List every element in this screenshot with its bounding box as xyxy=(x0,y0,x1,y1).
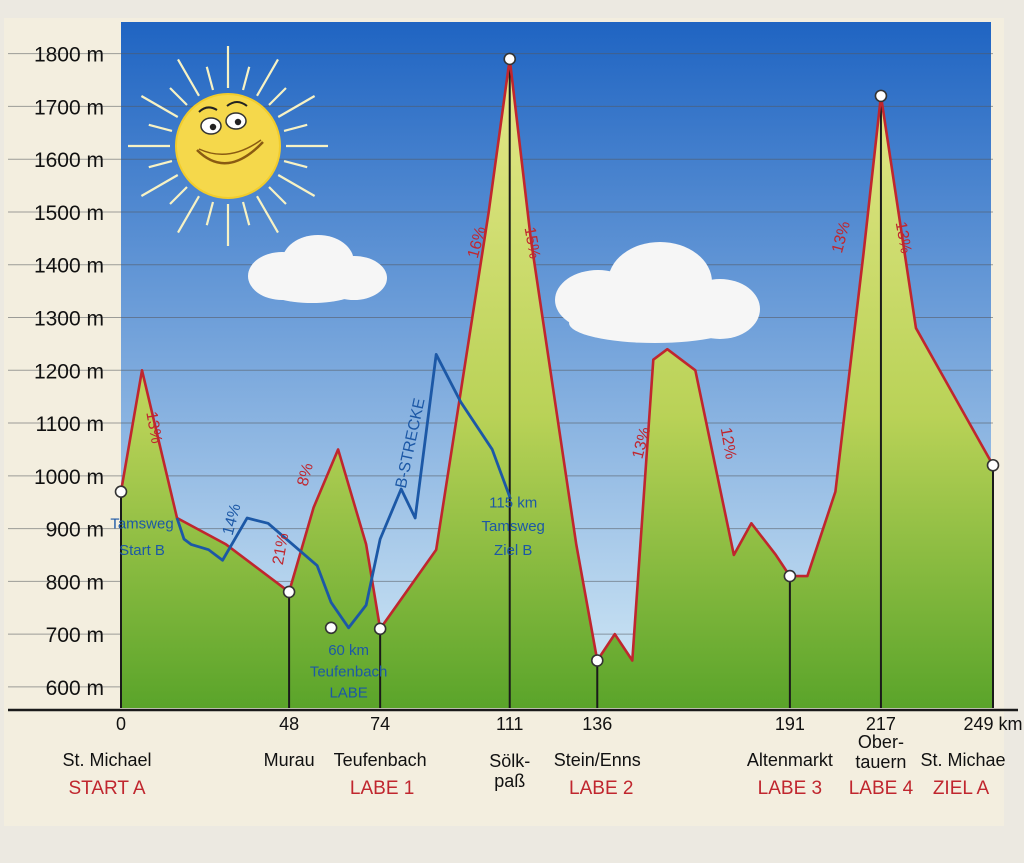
y-tick-label: 1200 m xyxy=(34,360,104,383)
annotation-label: 115 km xyxy=(489,494,537,511)
sun-ray xyxy=(283,159,308,169)
y-tick-label: 1300 m xyxy=(34,308,104,331)
stage-label: START A xyxy=(68,778,145,799)
annotation-label: 12% xyxy=(717,426,739,460)
location-markers xyxy=(114,52,1000,667)
sun-ray xyxy=(268,87,287,106)
sun-ray xyxy=(177,195,200,234)
location-marker xyxy=(590,654,604,667)
annotation-label: Teufenbach xyxy=(310,663,388,680)
location-marker xyxy=(874,89,888,103)
annotation-label: 60 km xyxy=(328,642,369,659)
location-marker xyxy=(114,485,128,498)
x-axis-tick-labels: 0 48 74 111 136 191 217 249 km xyxy=(116,714,1023,734)
x-tick-label: 217 xyxy=(866,714,896,734)
elevation-line-route-a xyxy=(119,57,995,662)
annotation-label: 8% xyxy=(295,461,317,488)
place-name-line2: paß xyxy=(494,771,525,791)
cloud-left-icon xyxy=(248,235,387,303)
x-tick-label: 74 xyxy=(370,714,390,734)
sun-ray xyxy=(177,58,200,97)
location-marker xyxy=(373,622,387,636)
route-b-marker xyxy=(324,621,338,635)
sun-ray xyxy=(268,186,287,205)
sun-ray xyxy=(148,123,173,133)
x-tick-label: 111 xyxy=(496,714,523,734)
place-name: Altenmarkt xyxy=(747,750,833,770)
sun-ray xyxy=(140,95,179,118)
location-marker xyxy=(783,569,797,583)
place-name: Murau xyxy=(264,750,315,770)
sun-ray xyxy=(169,87,188,106)
stage-label: LABE 3 xyxy=(758,778,822,799)
annotation-label: Ziel B xyxy=(494,542,532,559)
place-labels: St. Michael START A Murau Teufenbach LABE 1 S… xyxy=(62,732,1005,799)
route-b-line xyxy=(175,353,512,630)
place-name: Sölk- xyxy=(489,751,530,771)
x-tick-label: 0 xyxy=(116,714,126,734)
sun-ray xyxy=(277,174,316,197)
stage-label: LABE 1 xyxy=(350,778,414,799)
place-name: St. Michae xyxy=(920,750,1005,770)
place-name: Stein/Enns xyxy=(554,750,641,770)
sun-ray xyxy=(140,174,179,197)
y-axis-tick-labels: 600 m 700 m 800 m 900 m 1000 m 1100 m 1200 m 13… xyxy=(34,44,104,700)
location-stems xyxy=(120,58,994,708)
place-name-line2: tauern xyxy=(855,752,906,772)
x-tick-label: 191 xyxy=(775,714,805,734)
sun-ray xyxy=(205,66,215,91)
cloud-right-icon xyxy=(555,242,760,343)
sun-ray xyxy=(148,159,173,169)
y-tick-label: 800 m xyxy=(46,571,104,594)
annotation-label: LABE xyxy=(329,684,367,701)
y-tick-label: 900 m xyxy=(46,519,104,542)
y-tick-label: 1000 m xyxy=(34,466,104,489)
annotation-label: 13% xyxy=(892,220,914,254)
y-tick-label: 1100 m xyxy=(36,413,105,436)
y-tick-label: 700 m xyxy=(46,624,104,647)
stage-label: LABE 4 xyxy=(849,778,914,799)
location-marker xyxy=(986,458,1000,472)
sun-ray xyxy=(256,195,279,234)
location-marker xyxy=(282,585,296,599)
y-tick-label: 1600 m xyxy=(34,149,104,172)
stage-label: LABE 2 xyxy=(569,778,633,799)
elevation-area xyxy=(121,58,993,708)
y-tick-label: 1400 m xyxy=(34,255,104,278)
sun-ray xyxy=(241,201,251,226)
annotation-label: Start B xyxy=(119,542,165,559)
y-tick-label: 600 m xyxy=(46,677,104,700)
annotation-label: Tamsweg xyxy=(110,516,173,533)
y-tick-label: 1700 m xyxy=(34,96,104,119)
x-tick-label: 48 xyxy=(279,714,299,734)
place-name: St. Michael xyxy=(62,750,151,770)
place-name: Ober- xyxy=(858,732,904,752)
paper-bottom-strip xyxy=(0,828,1024,858)
place-name: Teufenbach xyxy=(334,750,427,770)
sun-ray xyxy=(283,123,308,133)
sun-icon xyxy=(128,46,328,246)
sun-ray xyxy=(277,95,316,118)
sun-ray xyxy=(169,186,188,205)
y-tick-label: 1800 m xyxy=(34,44,104,67)
annotation-label: Tamsweg xyxy=(482,518,545,535)
annotation-label: 21% xyxy=(270,532,292,566)
annotation-label: 13% xyxy=(142,410,164,444)
y-tick-label: 1500 m xyxy=(34,202,104,225)
sun-ray xyxy=(205,201,215,226)
annotation-label: 15% xyxy=(521,226,543,260)
sun-ray xyxy=(256,58,279,97)
sun-ray xyxy=(241,66,251,91)
x-tick-label: 136 xyxy=(582,714,612,734)
stage-label: ZIEL A xyxy=(933,778,990,799)
x-tick-label: 249 km xyxy=(963,714,1022,734)
location-marker xyxy=(503,52,517,66)
